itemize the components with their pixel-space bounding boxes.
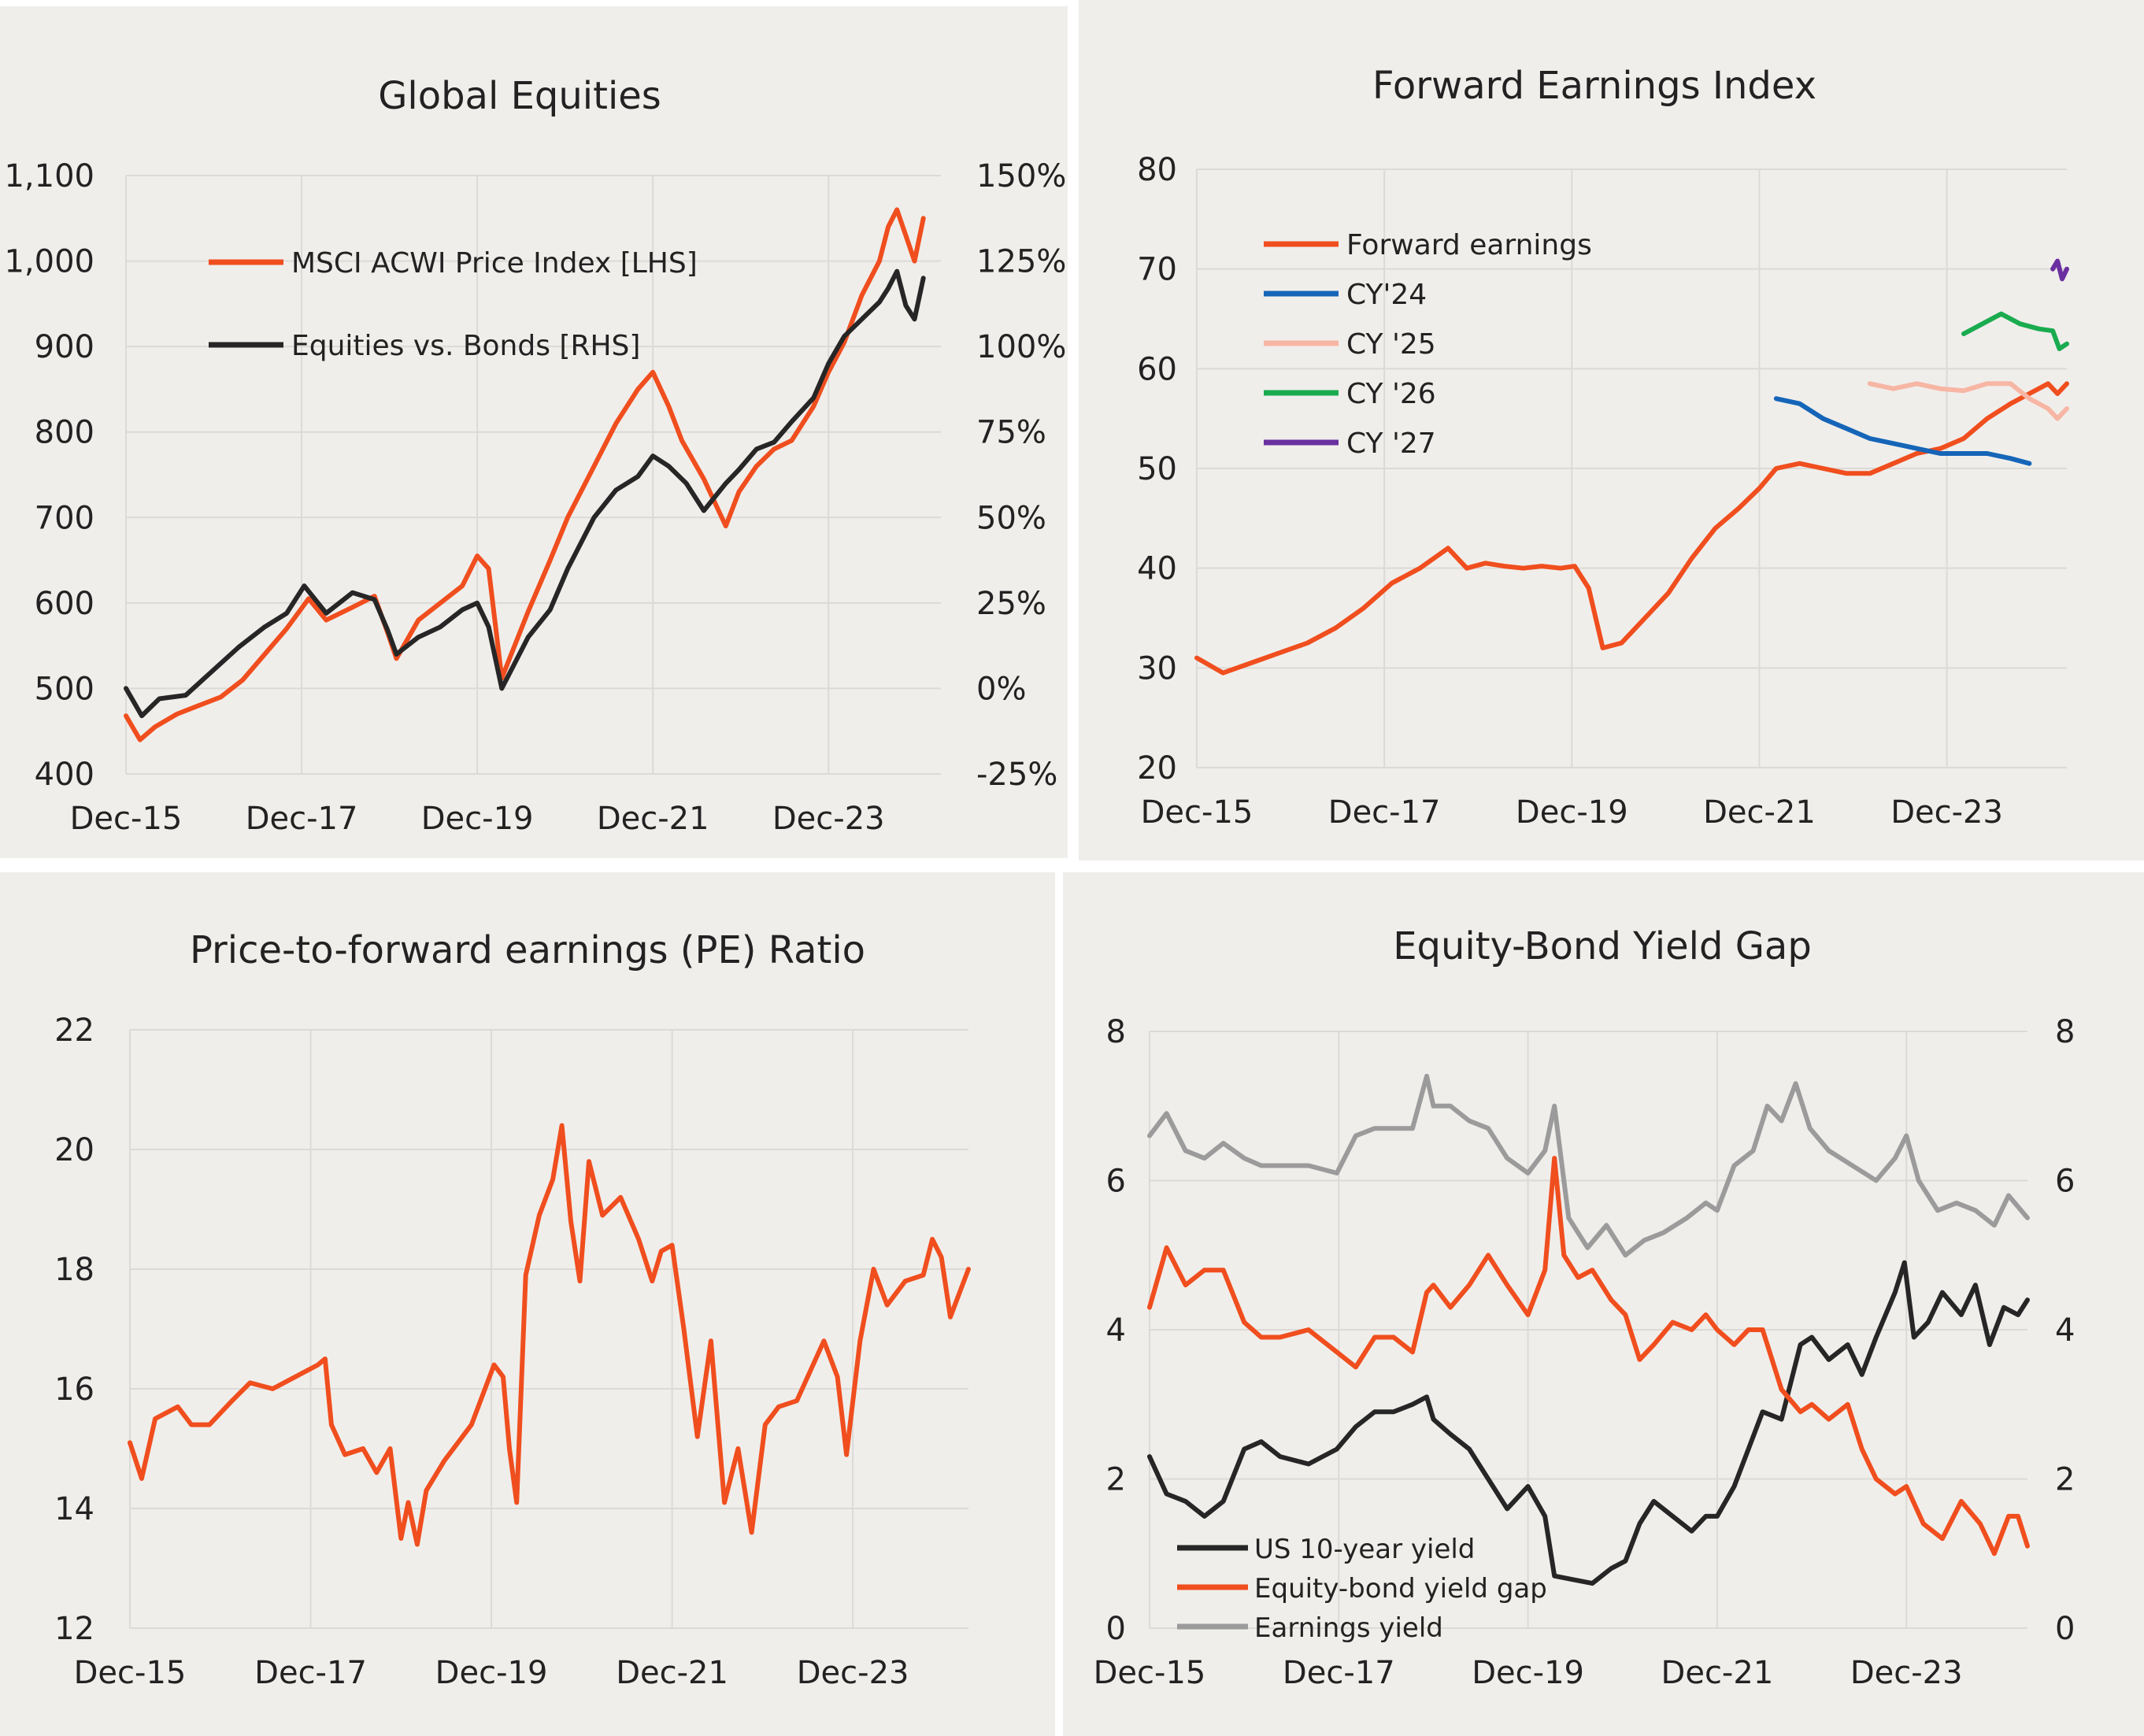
y-tick-label: 20 bbox=[1137, 750, 1177, 787]
y-tick-label: 4 bbox=[1106, 1312, 1126, 1349]
y-tick-label: 14 bbox=[54, 1491, 94, 1527]
global-equities-chart: Global Equities 1,100 1,000 900 800 700 600 500… bbox=[4, 74, 1066, 837]
y-right-tick-label: 4 bbox=[2055, 1312, 2075, 1349]
y-tick-label: 22 bbox=[54, 1012, 94, 1049]
x-tick-label: Dec-21 bbox=[1661, 1655, 1774, 1691]
x-tick-label: Dec-17 bbox=[1328, 794, 1441, 831]
chart-title: Equity-Bond Yield Gap bbox=[1393, 924, 1812, 968]
x-tick-label: Dec-19 bbox=[421, 801, 534, 837]
y-right-tick-label: 25% bbox=[976, 586, 1046, 622]
x-tick-label: Dec-15 bbox=[74, 1655, 187, 1691]
y-right-tick-label: 125% bbox=[976, 244, 1066, 280]
y-right-tick-label: -25% bbox=[976, 757, 1057, 793]
y-right-tick-label: 0% bbox=[976, 671, 1026, 707]
y-tick-label: 18 bbox=[54, 1252, 94, 1288]
y-tick-label: 50 bbox=[1137, 451, 1177, 487]
y-tick-label: 20 bbox=[54, 1132, 94, 1168]
series-line-forward-earnings bbox=[1194, 381, 2069, 676]
y-tick-label: 1,000 bbox=[4, 244, 94, 280]
y-tick-label: 30 bbox=[1137, 650, 1177, 687]
series-line-equity-bond-yield-gap bbox=[1147, 1156, 2030, 1556]
x-tick-label: Dec-19 bbox=[1516, 794, 1628, 831]
y-right-tick-label: 100% bbox=[976, 329, 1066, 365]
y-tick-label: 40 bbox=[1137, 551, 1177, 587]
series-line-earnings-yield bbox=[1147, 1073, 2030, 1258]
y-tick-label: 900 bbox=[35, 329, 94, 365]
y-tick-label: 500 bbox=[35, 671, 94, 707]
x-tick-label: Dec-21 bbox=[1703, 794, 1816, 831]
series-line-cy-26 bbox=[1961, 311, 2069, 351]
x-tick-label: Dec-15 bbox=[1094, 1655, 1206, 1691]
chart-title: Forward Earnings Index bbox=[1372, 64, 1816, 108]
chart-panel-yield-gap: Equity-Bond Yield Gap 8 6 4 2 0 8 6 4 2 0 Dec-15 Dec… bbox=[1063, 872, 2144, 1736]
x-tick-label: Dec-23 bbox=[797, 1655, 909, 1691]
x-tick-label: Dec-15 bbox=[1141, 794, 1253, 831]
legend-label: Equity-bond yield gap bbox=[1254, 1573, 1547, 1605]
y-tick-label: 2 bbox=[1106, 1462, 1126, 1498]
y-tick-label: 0 bbox=[1106, 1611, 1126, 1647]
y-tick-label: 1,100 bbox=[4, 158, 94, 194]
series-line-cy-24 bbox=[1773, 396, 2032, 466]
legend-label: US 10-year yield bbox=[1254, 1534, 1475, 1565]
x-tick-label: Dec-23 bbox=[772, 801, 885, 837]
x-tick-label: Dec-17 bbox=[246, 801, 358, 837]
y-right-tick-label: 50% bbox=[976, 500, 1046, 536]
legend-label: CY'24 bbox=[1346, 279, 1427, 311]
x-tick-label: Dec-23 bbox=[1890, 794, 2003, 831]
series-line-msci-acwi-price-index-lhs- bbox=[124, 207, 926, 742]
y-tick-label: 70 bbox=[1137, 252, 1177, 288]
series-line-us-10-year-yield bbox=[1147, 1260, 2030, 1586]
y-tick-label: 8 bbox=[1106, 1014, 1126, 1050]
legend-label: CY '25 bbox=[1346, 328, 1436, 361]
y-tick-label: 80 bbox=[1137, 152, 1177, 188]
legend-label: Earnings yield bbox=[1254, 1612, 1443, 1644]
y-tick-label: 400 bbox=[35, 757, 94, 793]
series-line-cy-25 bbox=[1867, 381, 2069, 421]
series-line-pe-ratio bbox=[128, 1123, 971, 1547]
legend-label: Equities vs. Bonds [RHS] bbox=[291, 330, 640, 362]
y-tick-label: 6 bbox=[1106, 1164, 1126, 1200]
legend-label: MSCI ACWI Price Index [LHS] bbox=[291, 247, 698, 279]
y-right-tick-label: 0 bbox=[2055, 1611, 2075, 1647]
y-tick-label: 700 bbox=[35, 500, 94, 536]
x-tick-label: Dec-17 bbox=[1283, 1655, 1395, 1691]
legend-label: CY '27 bbox=[1346, 428, 1436, 460]
y-right-tick-label: 2 bbox=[2055, 1462, 2075, 1498]
y-tick-label: 800 bbox=[35, 415, 94, 451]
series-line-equities-vs-bonds-rhs- bbox=[124, 268, 926, 719]
chart-title: Global Equities bbox=[378, 74, 661, 118]
yield-gap-chart: Equity-Bond Yield Gap 8 6 4 2 0 8 6 4 2 0 Dec-15 Dec… bbox=[1094, 924, 2075, 1691]
x-tick-label: Dec-23 bbox=[1850, 1655, 1963, 1691]
x-tick-label: Dec-21 bbox=[616, 1655, 728, 1691]
y-right-tick-label: 6 bbox=[2055, 1164, 2075, 1200]
x-tick-label: Dec-19 bbox=[435, 1655, 548, 1691]
x-tick-label: Dec-21 bbox=[597, 801, 709, 837]
y-right-tick-label: 75% bbox=[976, 415, 1046, 451]
forward-earnings-chart: Forward Earnings Index 80 70 60 50 40 30 20 Dec-… bbox=[1137, 64, 2069, 831]
y-right-tick-label: 8 bbox=[2055, 1014, 2075, 1050]
y-right-tick-label: 150% bbox=[976, 158, 1066, 194]
x-tick-label: Dec-17 bbox=[254, 1655, 367, 1691]
x-tick-label: Dec-15 bbox=[70, 801, 183, 837]
y-tick-label: 600 bbox=[35, 586, 94, 622]
legend-label: Forward earnings bbox=[1346, 229, 1592, 261]
chart-panel-pe-ratio: Price-to-forward earnings (PE) Ratio 22 20… bbox=[0, 872, 1055, 1736]
x-tick-label: Dec-19 bbox=[1472, 1655, 1584, 1691]
y-tick-label: 16 bbox=[54, 1371, 94, 1408]
y-tick-label: 12 bbox=[54, 1611, 94, 1647]
series-line-cy-27 bbox=[2050, 258, 2069, 282]
legend-label: CY '26 bbox=[1346, 378, 1436, 410]
y-tick-label: 60 bbox=[1137, 351, 1177, 387]
chart-panel-forward-earnings: Forward Earnings Index 80 70 60 50 40 30 20 Dec-… bbox=[1079, 0, 2144, 861]
chart-title: Price-to-forward earnings (PE) Ratio bbox=[190, 928, 865, 972]
chart-panel-global-equities: Global Equities 1,100 1,000 900 800 700 600 500… bbox=[0, 6, 1068, 858]
pe-ratio-chart: Price-to-forward earnings (PE) Ratio 22 20… bbox=[54, 928, 971, 1691]
